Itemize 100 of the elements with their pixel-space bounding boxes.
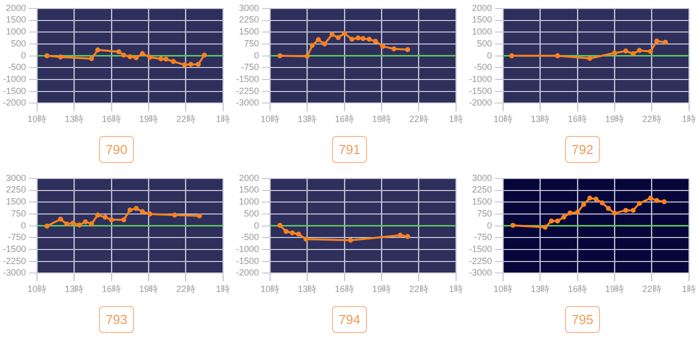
y-tick-label: 1000 <box>472 26 492 37</box>
text: 791 <box>332 136 368 163</box>
y-tick-label: -750 <box>8 232 26 242</box>
y-tick-label: -1500 <box>236 74 260 84</box>
y-tick-label: 500 <box>10 38 26 48</box>
x-tick-label: 16時 <box>334 284 354 294</box>
point <box>304 54 310 59</box>
x-tick-label: 16時 <box>102 284 121 294</box>
y-tick-label: 0 <box>487 50 492 60</box>
y-tick-label: 500 <box>476 38 492 48</box>
y-tick-label: -1500 <box>468 86 492 96</box>
y-tick-label: 2000 <box>238 172 260 182</box>
y-tick-label: 3000 <box>472 172 492 182</box>
x-tick-label: 16時 <box>568 284 587 294</box>
x-tick-label: 1時 <box>216 284 230 294</box>
x-tick-label: 19時 <box>372 114 392 124</box>
text: 794 <box>332 306 368 332</box>
x-tick-label: 22時 <box>176 284 196 294</box>
text: 792 <box>564 136 600 163</box>
point <box>330 32 335 37</box>
text: 795 <box>564 306 600 332</box>
y-tick-label: 2250 <box>238 14 260 25</box>
point <box>372 38 378 44</box>
y-tick-label: -1500 <box>468 243 492 254</box>
y-tick-label: 1500 <box>6 196 26 206</box>
text: 793 <box>98 306 134 332</box>
x-tick-label: 19時 <box>139 114 158 124</box>
text: 790 <box>98 136 134 163</box>
y-tick-label: 1000 <box>6 26 26 37</box>
point <box>380 44 386 49</box>
y-tick-label: -1500 <box>2 86 26 96</box>
y-tick-label: -2000 <box>2 98 26 108</box>
x-tick-label: 13時 <box>298 114 317 124</box>
x-tick-label: 10時 <box>260 284 280 294</box>
point <box>322 41 328 46</box>
y-tick-label: -1000 <box>468 74 492 84</box>
y-tick-label: -3000 <box>236 98 260 108</box>
x-tick-label: 13時 <box>530 284 550 294</box>
y-tick-label: 0 <box>21 220 26 230</box>
x-tick-label: 1時 <box>448 284 464 294</box>
y-tick-label: 0 <box>254 50 260 60</box>
point <box>356 35 361 40</box>
x-tick-label: 16時 <box>334 114 354 124</box>
y-tick-label: -500 <box>8 62 26 72</box>
y-tick-label: 750 <box>244 38 260 48</box>
y-tick-label: 750 <box>476 208 492 218</box>
y-tick-label: -2000 <box>468 98 492 108</box>
x-tick-label: 1時 <box>682 284 696 294</box>
y-tick-label: 3000 <box>6 172 26 182</box>
y-tick-label: 2000 <box>472 2 492 13</box>
x-tick-label: 1時 <box>216 114 230 124</box>
x-tick-label: 10時 <box>494 114 513 124</box>
x-tick-label: 22時 <box>409 114 428 124</box>
y-tick-label: -500 <box>241 232 260 242</box>
x-tick-label: 1時 <box>682 114 696 124</box>
x-tick-label: 22時 <box>642 284 662 294</box>
y-tick-label: -1000 <box>236 243 260 254</box>
x-tick-label: 13時 <box>64 284 84 294</box>
point <box>366 36 372 42</box>
point <box>316 37 321 42</box>
y-tick-label: -750 <box>474 232 492 242</box>
y-tick-label: -750 <box>241 62 260 72</box>
y-tick-label: -2250 <box>236 86 260 96</box>
y-tick-label: 2250 <box>472 184 492 194</box>
x-tick-label: 16時 <box>102 114 121 124</box>
y-tick-label: -2000 <box>236 267 260 278</box>
x-tick-label: 10時 <box>260 114 280 124</box>
y-tick-label: 0 <box>254 220 260 230</box>
point <box>360 36 366 42</box>
point <box>310 43 315 48</box>
y-tick-label: 2250 <box>6 184 26 194</box>
x-tick-label: 10時 <box>28 114 47 124</box>
x-tick-label: 22時 <box>642 114 662 124</box>
y-tick-label: -2250 <box>2 255 26 266</box>
y-tick-label: 1000 <box>238 196 260 206</box>
point <box>336 35 341 40</box>
y-tick-label: 1500 <box>472 196 492 206</box>
y-tick-label: -2250 <box>468 255 492 266</box>
y-tick-label: 2000 <box>6 2 26 13</box>
y-tick-label: -1500 <box>236 255 260 266</box>
y-tick-label: -500 <box>474 62 492 72</box>
x-tick-label: 19時 <box>605 284 624 294</box>
x-tick-label: 19時 <box>605 114 624 124</box>
x-tick-label: 10時 <box>494 284 513 294</box>
x-tick-label: 13時 <box>64 114 84 124</box>
y-tick-label: 1500 <box>472 14 492 25</box>
point <box>342 30 347 36</box>
y-tick-label: 750 <box>10 208 26 218</box>
y-tick-label: -3000 <box>468 267 492 278</box>
x-tick-label: 13時 <box>298 284 317 294</box>
y-tick-label: 500 <box>244 208 260 218</box>
y-tick-label: -1000 <box>2 74 26 84</box>
y-tick-label: 1500 <box>238 184 260 194</box>
x-tick-label: 13時 <box>530 114 550 124</box>
x-tick-label: 22時 <box>176 114 196 124</box>
x-tick-label: 10時 <box>28 284 47 294</box>
point <box>349 36 354 42</box>
y-tick-label: 1500 <box>238 26 260 37</box>
x-tick-label: 19時 <box>139 284 158 294</box>
y-tick-label: -3000 <box>2 267 26 278</box>
